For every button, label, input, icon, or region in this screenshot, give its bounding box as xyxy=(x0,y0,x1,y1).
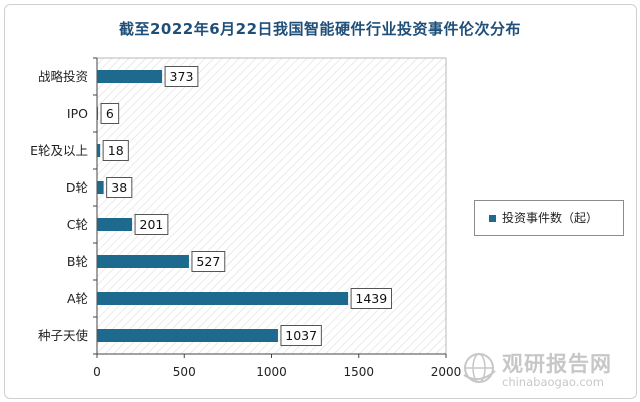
data-label-box xyxy=(134,214,169,235)
data-label-box xyxy=(102,140,129,161)
y-category-label: C轮 xyxy=(67,217,88,232)
bar xyxy=(97,107,99,120)
legend: 投资事件数（起） xyxy=(474,200,624,236)
legend-label: 投资事件数（起） xyxy=(502,211,599,225)
y-category-label: B轮 xyxy=(67,254,88,269)
globe-logo-icon xyxy=(463,353,496,383)
data-label: 1439 xyxy=(355,291,387,306)
x-tick-label: 500 xyxy=(173,365,196,379)
watermark: 观研报告网 chinabaogao.com xyxy=(462,348,632,394)
y-category-label: A轮 xyxy=(67,291,88,306)
y-category-label: E轮及以上 xyxy=(30,143,88,158)
plot-area xyxy=(96,57,447,355)
data-label: 527 xyxy=(196,254,220,269)
data-label-box xyxy=(164,66,199,87)
bar xyxy=(97,255,189,268)
x-tick-label: 2000 xyxy=(431,365,462,379)
y-category-label: 种子天使 xyxy=(38,328,89,343)
y-category-label: IPO xyxy=(67,106,88,121)
data-label-box xyxy=(280,325,322,346)
data-label: 373 xyxy=(170,69,194,84)
x-tick-label: 1000 xyxy=(256,365,287,379)
bar xyxy=(97,292,349,305)
data-label-box xyxy=(106,177,133,198)
data-label: 1037 xyxy=(285,328,317,343)
data-label: 201 xyxy=(140,217,164,232)
bar xyxy=(97,329,278,342)
legend-swatch xyxy=(489,215,496,222)
data-label-box xyxy=(100,103,120,124)
x-tick-label: 0 xyxy=(93,365,101,379)
watermark-url: chinabaogao.com xyxy=(502,375,604,389)
chart-title: 截至2022年6月22日我国智能硬件行业投资事件伦次分布 xyxy=(118,20,522,38)
data-label: 18 xyxy=(108,143,124,158)
x-tick-label: 1500 xyxy=(343,365,374,379)
data-label-box xyxy=(350,288,393,309)
bar xyxy=(97,144,101,157)
y-category-label: D轮 xyxy=(66,180,88,195)
y-category-label: 战略投资 xyxy=(38,69,88,84)
data-label: 6 xyxy=(106,106,114,121)
data-label-box xyxy=(191,251,226,272)
watermark-name: 观研报告网 xyxy=(502,352,612,376)
bar xyxy=(97,218,133,231)
data-label: 38 xyxy=(111,180,127,195)
bar xyxy=(97,181,104,194)
bar xyxy=(97,70,163,83)
